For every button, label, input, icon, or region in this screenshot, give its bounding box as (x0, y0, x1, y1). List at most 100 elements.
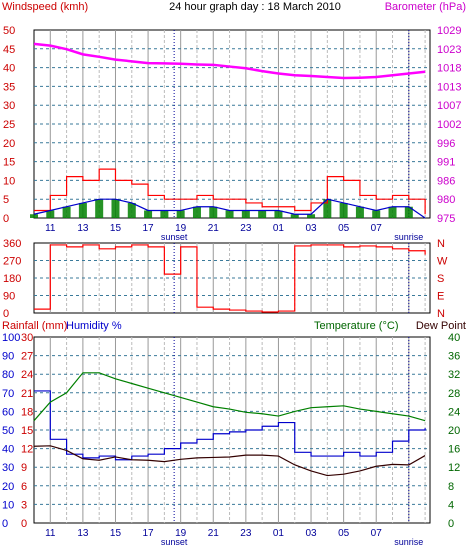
wind-bar (160, 210, 169, 218)
panel3-humidity-label: Humidity % (66, 320, 122, 332)
panel3-rainfall-label: Rainfall (mm) (2, 320, 67, 332)
hour-tick-label: 01 (273, 223, 285, 234)
wind-bar (241, 210, 250, 218)
wind-tick-label: 5 (3, 194, 9, 206)
rain-tick-label: 30 (21, 332, 33, 344)
hour-tick-label: 19 (175, 528, 187, 539)
sunrise-label: sunrise (394, 232, 423, 242)
wind-tick-label: 25 (3, 119, 15, 131)
wind-tick-label: 40 (3, 63, 15, 75)
baro-tick-label: 986 (437, 175, 455, 187)
sunrise-label: sunrise (394, 537, 423, 547)
wind-bar (111, 199, 120, 218)
sunset-label: sunset (161, 232, 188, 242)
hour-tick-label: 19 (175, 223, 187, 234)
wind-bar (176, 210, 185, 218)
wind-bar (307, 214, 316, 218)
rain-tick-label: 12 (21, 444, 33, 456)
humidity-tick-label: 80 (2, 369, 14, 381)
temperature-tick-label: 12 (448, 462, 460, 474)
direction-tick-label: 270 (3, 256, 21, 268)
hour-tick-label: 13 (77, 528, 89, 539)
compass-tick-label: N (437, 308, 445, 320)
humidity-tick-label: 70 (2, 388, 14, 400)
hour-tick-label: 07 (371, 223, 383, 234)
temperature-tick-label: 16 (448, 444, 460, 456)
temperature-tick-label: 8 (448, 481, 454, 493)
baro-tick-label: 1023 (437, 44, 461, 56)
humidity-tick-label: 90 (2, 351, 14, 363)
hour-tick-label: 11 (45, 223, 56, 234)
wind-bar (404, 206, 413, 218)
direction-tick-label: 180 (3, 273, 21, 285)
baro-tick-label: 1002 (437, 119, 461, 131)
sunset-label: sunset (161, 537, 188, 547)
hour-tick-label: 21 (208, 223, 220, 234)
wind-bar (62, 206, 71, 218)
wind-bar (192, 206, 201, 218)
direction-tick-label: 360 (3, 238, 21, 250)
compass-tick-label: E (437, 291, 444, 303)
panel3-dewpoint-label: Dew Point (416, 320, 466, 332)
rain-tick-label: 6 (21, 481, 27, 493)
humidity-tick-label: 60 (2, 406, 14, 418)
temperature-tick-label: 36 (448, 351, 460, 363)
hour-tick-label: 23 (240, 528, 252, 539)
direction-tick-label: 0 (3, 308, 9, 320)
panel1-right-label: Barometer (hPa) (385, 1, 466, 13)
wind-bar (144, 210, 153, 218)
temperature-line (33, 372, 426, 422)
panel3-temperature-label: Temperature (°C) (314, 320, 398, 332)
rain-tick-label: 27 (21, 351, 33, 363)
rain-tick-label: 18 (21, 406, 33, 418)
hour-tick-label: 15 (110, 528, 122, 539)
compass-tick-label: W (437, 256, 448, 268)
wind-bar (388, 206, 397, 218)
rain-tick-label: 15 (21, 425, 33, 437)
wind-bar (355, 206, 364, 218)
humidity-tick-label: 30 (2, 462, 14, 474)
hour-tick-label: 21 (208, 528, 220, 539)
wind-bar (95, 199, 104, 218)
hour-tick-label: 03 (305, 528, 317, 539)
humidity-tick-label: 20 (2, 481, 14, 493)
wind-bar (209, 206, 218, 218)
wind-tick-label: 20 (3, 138, 15, 150)
wind-bar (372, 210, 381, 218)
compass-tick-label: N (437, 238, 445, 250)
temperature-tick-label: 20 (448, 425, 460, 437)
rain-tick-label: 9 (21, 462, 27, 474)
compass-tick-label: S (437, 273, 444, 285)
wind-tick-label: 30 (3, 100, 15, 112)
wind-bar (46, 210, 55, 218)
wind-bar (30, 214, 38, 218)
humidity-line (34, 390, 426, 461)
wind-tick-label: 45 (3, 44, 15, 56)
hour-tick-label: 11 (45, 528, 56, 539)
wind-direction-line (34, 244, 426, 313)
temperature-tick-label: 32 (448, 369, 460, 381)
humidity-tick-label: 40 (2, 444, 14, 456)
baro-tick-label: 975 (437, 213, 455, 225)
hour-tick-label: 15 (110, 223, 122, 234)
rain-tick-label: 0 (21, 518, 27, 530)
temperature-tick-label: 4 (448, 499, 454, 511)
humidity-tick-label: 50 (2, 425, 14, 437)
temperature-tick-label: 0 (448, 518, 454, 530)
baro-tick-label: 991 (437, 157, 455, 169)
wind-bar (339, 202, 348, 218)
chart-title: 24 hour graph day : 18 March 2010 (169, 1, 341, 13)
direction-tick-label: 90 (3, 291, 15, 303)
hour-tick-label: 13 (77, 223, 89, 234)
wind-bar (290, 214, 299, 218)
wind-tick-label: 15 (3, 157, 15, 169)
wind-tick-label: 10 (3, 175, 15, 187)
wind-tick-label: 0 (3, 213, 9, 225)
rain-tick-label: 21 (21, 388, 33, 400)
wind-bar (225, 210, 234, 218)
wind-bar (127, 202, 136, 218)
baro-tick-label: 1018 (437, 63, 461, 75)
panel1-left-label: Windspeed (kmh) (2, 1, 88, 13)
dewpoint-line (33, 445, 426, 477)
wind-bar (323, 199, 332, 218)
